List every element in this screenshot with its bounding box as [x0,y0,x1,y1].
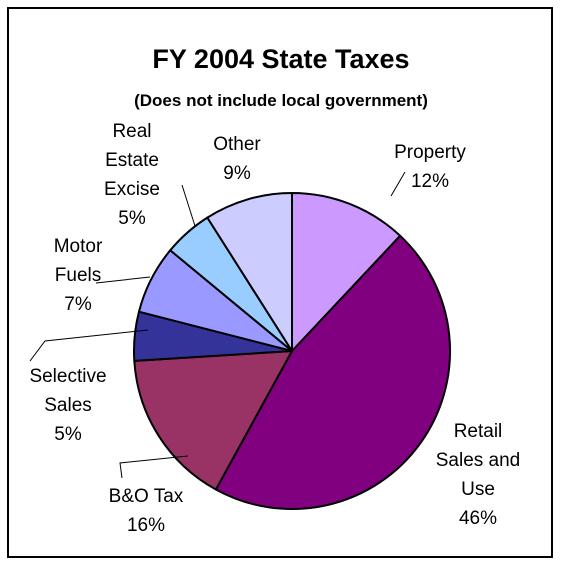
slice-label-property: Property 12% [394,142,466,192]
leader-line-motor-fuels [95,276,151,284]
slice-label-selective-sales: Selective Sales 5% [29,366,106,445]
slice-label-motor-fuels: Motor Fuels 7% [54,236,103,315]
pie-slice-other [206,192,293,352]
slice-label-retail-sales-and-use: Retail Sales and Use 46% [436,421,521,529]
chart-subtitle: (Does not include local government) [134,91,428,110]
pie-slice-property [291,192,402,352]
chart-title: FY 2004 State Taxes [152,44,410,74]
slice-label-b-o-tax: B&O Tax 16% [109,486,184,536]
leader-line-real-estate-excise [181,184,196,227]
pie-slice-retail-sales-and-use [214,234,451,510]
leader-line-selective-sales [29,329,149,362]
pie-slice-b-o-tax [133,350,293,491]
slice-label-other: Other 9% [213,134,261,184]
leader-line-b-o-tax [119,455,189,479]
leader-line-property [390,171,406,197]
slice-label-real-estate-excise: Real Estate Excise 5% [104,121,160,229]
